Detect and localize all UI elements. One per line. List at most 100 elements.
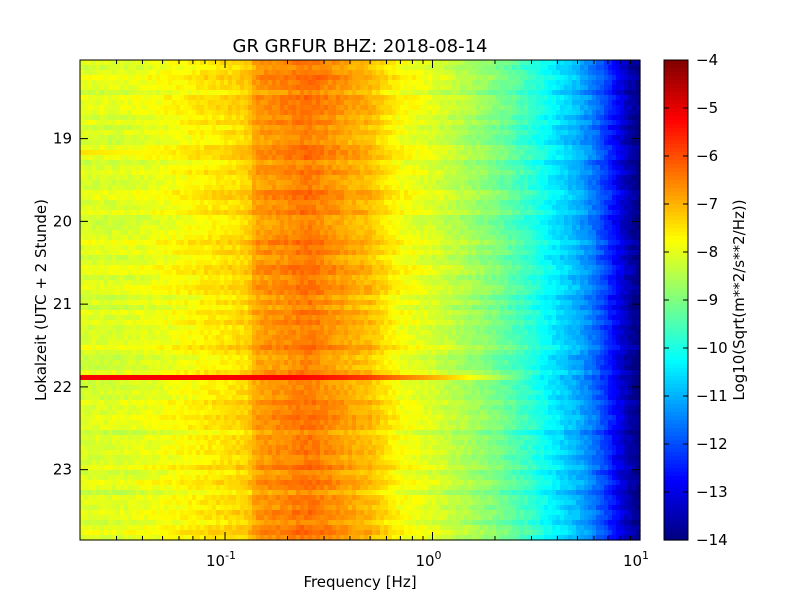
heatmap-cell (144, 75, 149, 81)
heatmap-cell (84, 325, 89, 331)
heatmap-cell (200, 90, 205, 96)
heatmap-cell (232, 310, 237, 316)
heatmap-cell (280, 100, 285, 106)
heatmap-cell (132, 315, 137, 321)
heatmap-cell (80, 125, 85, 131)
heatmap-cell (180, 210, 185, 216)
heatmap-cell (92, 135, 97, 141)
heatmap-cell (276, 300, 281, 306)
heatmap-cell (268, 390, 273, 396)
heatmap-cell (212, 490, 217, 496)
heatmap-cell (92, 390, 97, 396)
heatmap-cell (112, 365, 117, 371)
heatmap-cell (140, 165, 145, 171)
heatmap-cell (248, 435, 253, 441)
heatmap-cell (108, 75, 113, 81)
heatmap-cell (208, 205, 213, 211)
heatmap-cell (200, 520, 205, 526)
heatmap-cell (156, 270, 161, 276)
heatmap-cell (240, 295, 245, 301)
heatmap-cell (248, 170, 253, 176)
heatmap-cell (84, 125, 89, 131)
heatmap-cell (200, 200, 205, 206)
heatmap-cell (104, 340, 109, 346)
heatmap-cell (280, 120, 285, 126)
heatmap-cell (248, 340, 253, 346)
heatmap-cell (156, 160, 161, 166)
heatmap-cell (112, 170, 117, 176)
heatmap-cell (272, 505, 277, 511)
heatmap-cell (260, 305, 265, 311)
heatmap-cell (224, 310, 229, 316)
heatmap-cell (148, 190, 153, 196)
heatmap-cell (92, 60, 97, 66)
heatmap-cell (192, 210, 197, 216)
heatmap-cell (184, 380, 189, 386)
heatmap-cell (96, 170, 101, 176)
heatmap-cell (172, 365, 177, 371)
heatmap-cell (228, 200, 233, 206)
heatmap-cell (276, 295, 281, 301)
heatmap-cell (212, 205, 217, 211)
heatmap-cell (168, 70, 173, 76)
heatmap-cell (112, 435, 117, 441)
heatmap-cell (240, 315, 245, 321)
heatmap-cell (248, 325, 253, 331)
heatmap-cell (264, 130, 269, 136)
heatmap-cell (268, 320, 273, 326)
heatmap-cell (216, 470, 221, 476)
heatmap-cell (108, 95, 113, 101)
heatmap-cell (92, 165, 97, 171)
heatmap-cell (176, 460, 181, 466)
heatmap-cell (96, 480, 101, 486)
heatmap-cell (164, 90, 169, 96)
heatmap-cell (204, 160, 209, 166)
heatmap-cell (196, 320, 201, 326)
heatmap-cell (132, 450, 137, 456)
heatmap-cell (196, 395, 201, 401)
heatmap-cell (184, 285, 189, 291)
heatmap-cell (128, 225, 133, 231)
heatmap-cell (244, 145, 249, 151)
heatmap-cell (160, 465, 165, 471)
heatmap-cell (272, 465, 277, 471)
heatmap-cell (224, 355, 229, 361)
heatmap-cell (268, 375, 273, 381)
heatmap-cell (260, 395, 265, 401)
heatmap-cell (120, 320, 125, 326)
heatmap-cell (88, 175, 93, 181)
heatmap-cell (280, 360, 285, 366)
heatmap-cell (252, 430, 257, 436)
heatmap-cell (108, 310, 113, 316)
heatmap-cell (148, 200, 153, 206)
heatmap-cell (140, 255, 145, 261)
heatmap-cell (252, 105, 257, 111)
heatmap-cell (180, 400, 185, 406)
heatmap-cell (88, 160, 93, 166)
heatmap-cell (236, 235, 241, 241)
heatmap-cell (132, 310, 137, 316)
heatmap-cell (88, 215, 93, 221)
heatmap-cell (272, 235, 277, 241)
heatmap-cell (116, 405, 121, 411)
heatmap-cell (244, 140, 249, 146)
heatmap-cell (84, 470, 89, 476)
heatmap-cell (276, 75, 281, 81)
heatmap-cell (88, 325, 93, 331)
heatmap-cell (232, 425, 237, 431)
heatmap-cell (280, 75, 285, 81)
heatmap-cell (240, 495, 245, 501)
heatmap-cell (204, 95, 209, 101)
heatmap-cell (152, 485, 157, 491)
heatmap-cell (176, 495, 181, 501)
heatmap-cell (156, 120, 161, 126)
heatmap-cell (160, 365, 165, 371)
heatmap-cell (276, 100, 281, 106)
heatmap-cell (92, 440, 97, 446)
heatmap-cell (236, 190, 241, 196)
heatmap-cell (276, 160, 281, 166)
heatmap-cell (204, 350, 209, 356)
heatmap-cell (96, 225, 101, 231)
heatmap-cell (132, 165, 137, 171)
heatmap-cell (140, 305, 145, 311)
